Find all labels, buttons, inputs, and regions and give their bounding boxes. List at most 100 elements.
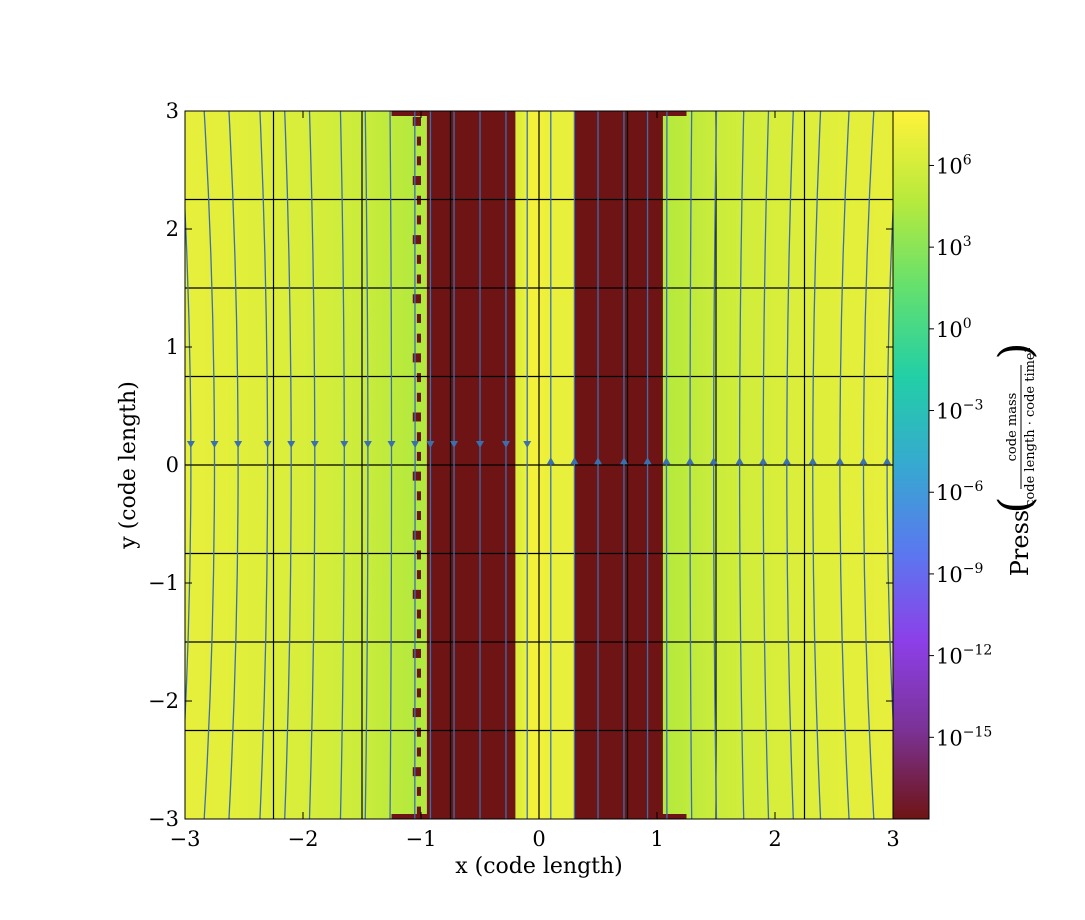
- x-tick-label: −2: [288, 827, 319, 851]
- edge-notch: [651, 418, 660, 428]
- x-tick-label: 2: [768, 827, 781, 851]
- edge-notch: [651, 576, 656, 586]
- edge-notch: [416, 668, 421, 678]
- colorbar-tick-label: 10−9: [936, 561, 983, 587]
- y-tick-label: 0: [166, 453, 179, 477]
- edge-notch: [651, 181, 660, 191]
- streamline-arrow-down: [476, 440, 484, 448]
- edge-notch: [651, 477, 660, 487]
- streamline: [389, 111, 393, 819]
- streamline-arrow-up: [546, 457, 555, 465]
- edge-notch: [645, 111, 687, 116]
- streamline: [862, 111, 875, 819]
- edge-notch: [412, 235, 421, 245]
- colorbar-tick-label: 10−15: [936, 724, 992, 750]
- colorbar-gradient: [893, 111, 929, 819]
- edge-notch: [651, 457, 656, 467]
- edge-notch: [412, 648, 421, 658]
- streamline-arrow-up: [735, 457, 744, 465]
- streamline: [308, 111, 316, 819]
- edge-notch: [651, 438, 656, 448]
- edge-notch: [651, 319, 656, 329]
- streamline-arrow-up: [835, 457, 844, 465]
- edge-notch: [416, 215, 421, 225]
- edge-notch: [412, 530, 421, 540]
- edge-notch: [416, 313, 421, 323]
- edge-notch: [651, 792, 656, 802]
- edge-notch: [416, 156, 421, 166]
- edge-notch: [412, 708, 421, 718]
- colorbar-frame: [892, 110, 930, 820]
- edge-notch: [651, 536, 660, 546]
- edge-notch: [651, 339, 656, 349]
- edge-notch: [651, 733, 656, 743]
- y-tick-label: −1: [148, 571, 179, 595]
- y-tick-label: 1: [166, 335, 179, 359]
- edge-notch: [651, 359, 660, 369]
- x-tick-label: −3: [170, 827, 201, 851]
- edge-notch: [651, 221, 656, 231]
- streamline-arrow-down: [523, 440, 532, 448]
- streamline-arrow-up: [662, 457, 671, 465]
- y-tick-label: −3: [148, 807, 179, 831]
- edge-notch: [416, 550, 421, 560]
- colorbar-tick-label: 10−6: [936, 479, 983, 505]
- streamline-arrow-down: [310, 440, 319, 448]
- colorbar-right-paren: ): [990, 342, 1041, 359]
- colorbar-tick-label: 100: [936, 316, 972, 342]
- streamline: [738, 111, 745, 819]
- y-axis-ticks: −3 −2 −1 0 1 2 3: [148, 99, 893, 831]
- x-tick-label: 0: [532, 827, 545, 851]
- streamline-arrow-up: [782, 457, 791, 465]
- edge-notch: [651, 713, 660, 723]
- edge-notch: [416, 274, 421, 284]
- streamline-arrow-up: [594, 457, 602, 465]
- edge-notch: [651, 201, 656, 211]
- edge-notch: [416, 747, 421, 757]
- colorbar: 106 103 100 10−3 10−6 10−9 10−12 10−15 Press ( …: [892, 110, 1041, 820]
- edge-notch: [645, 814, 687, 819]
- colorbar-tick-label: 103: [936, 234, 972, 260]
- edge-notch: [416, 195, 421, 205]
- edge-notch: [412, 294, 421, 304]
- edge-notch: [651, 635, 656, 645]
- streamline: [284, 111, 292, 819]
- edge-notch: [651, 241, 660, 251]
- edge-notch: [416, 373, 421, 383]
- colorbar-unit-numerator: code mass: [1005, 393, 1020, 462]
- streamline: [762, 111, 770, 819]
- edge-notch: [412, 767, 421, 777]
- streamline-arrow-down: [411, 440, 420, 448]
- edge-notch: [416, 727, 421, 737]
- streamline: [203, 111, 216, 819]
- edge-notch: [651, 398, 656, 408]
- edge-notch: [416, 392, 421, 402]
- colorbar-label: Press ( code mass code length · code tim…: [990, 342, 1041, 576]
- density-edge-notches: [391, 111, 687, 819]
- streamline-arrow-down: [210, 440, 219, 448]
- velocity-streamlines: [185, 111, 893, 819]
- streamline-arrow-down: [363, 440, 372, 448]
- streamline: [839, 111, 850, 819]
- streamline-arrow-up: [643, 457, 652, 465]
- streamline-arrow-down: [426, 440, 435, 448]
- streamline-arrow-up: [686, 457, 695, 465]
- streamline-arrow-up: [759, 457, 768, 465]
- edge-notch: [416, 451, 421, 461]
- streamline-arrow-down: [186, 440, 195, 448]
- streamline: [689, 111, 693, 819]
- streamline: [259, 111, 269, 819]
- y-tick-label: 3: [166, 99, 179, 123]
- edge-notch: [412, 353, 421, 363]
- streamline-arrow-down: [263, 440, 272, 448]
- y-axis-label: y (code length): [116, 381, 141, 550]
- edge-notch: [416, 688, 421, 698]
- streamline: [812, 111, 822, 819]
- streamline-arrow-down: [450, 440, 459, 448]
- edge-notch: [651, 122, 660, 132]
- edge-notch: [416, 629, 421, 639]
- streamline-arrow-down: [340, 440, 349, 448]
- edge-notch: [651, 300, 660, 310]
- streamline-arrow-up: [570, 457, 579, 465]
